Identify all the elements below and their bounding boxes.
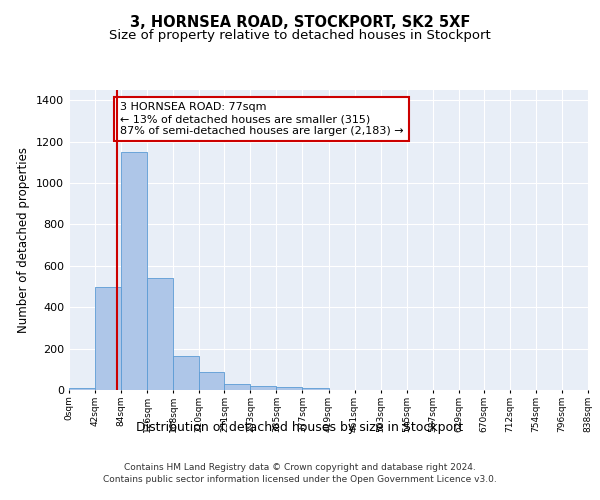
Bar: [173, 356, 199, 390]
Text: Contains public sector information licensed under the Open Government Licence v3: Contains public sector information licen…: [103, 476, 497, 484]
Bar: [147, 278, 173, 390]
Text: Contains HM Land Registry data © Crown copyright and database right 2024.: Contains HM Land Registry data © Crown c…: [124, 463, 476, 472]
Text: Distribution of detached houses by size in Stockport: Distribution of detached houses by size …: [136, 421, 464, 434]
Bar: [199, 372, 224, 390]
Text: Size of property relative to detached houses in Stockport: Size of property relative to detached ho…: [109, 28, 491, 42]
Bar: [224, 384, 250, 390]
Bar: [277, 387, 302, 390]
Text: 3 HORNSEA ROAD: 77sqm
← 13% of detached houses are smaller (315)
87% of semi-det: 3 HORNSEA ROAD: 77sqm ← 13% of detached …: [120, 102, 403, 136]
Bar: [250, 386, 277, 390]
Text: 3, HORNSEA ROAD, STOCKPORT, SK2 5XF: 3, HORNSEA ROAD, STOCKPORT, SK2 5XF: [130, 15, 470, 30]
Bar: [302, 388, 329, 390]
Bar: [95, 286, 121, 390]
Y-axis label: Number of detached properties: Number of detached properties: [17, 147, 31, 333]
Bar: [69, 388, 95, 390]
Bar: [121, 152, 147, 390]
